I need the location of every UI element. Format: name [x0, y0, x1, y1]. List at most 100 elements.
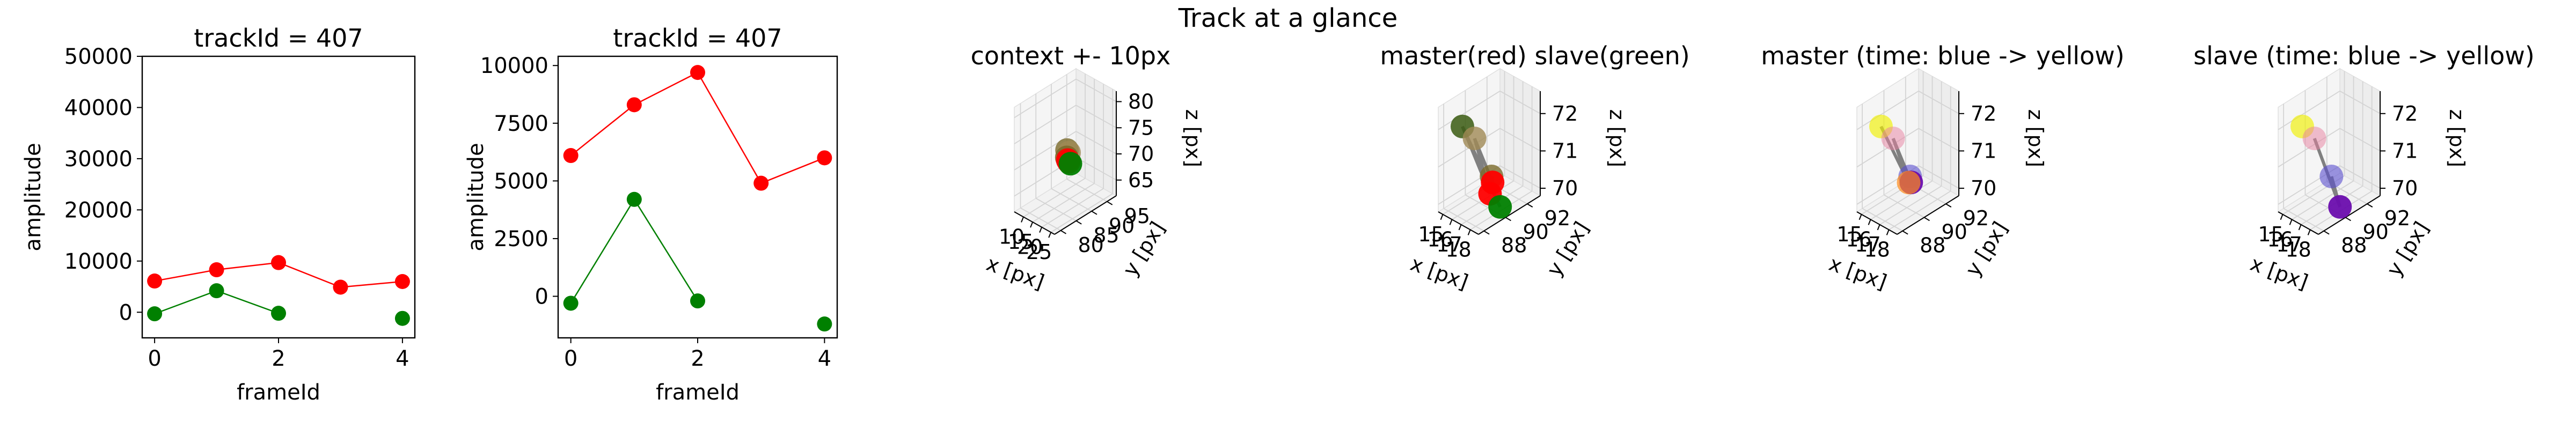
y-tick: [1505, 217, 1511, 221]
y-tick-label: 0: [119, 300, 133, 325]
x-tick: [1021, 217, 1024, 223]
z-tick-label: 65: [1128, 168, 1154, 192]
z-tick-label: 71: [2392, 139, 2418, 162]
x-tick-label: 0: [564, 346, 577, 371]
x-tick-label: 15: [1418, 223, 1444, 246]
y-tick: [1107, 201, 1113, 205]
y-tick: [2345, 217, 2351, 221]
y-axis-line: [2318, 195, 2381, 235]
grid-line: [1499, 91, 1541, 114]
chart-title: slave (time: blue -> yellow): [2193, 41, 2535, 70]
y-tick-label: 0: [535, 285, 548, 309]
x-tick: [2289, 219, 2293, 225]
y-tick-label: 92: [1545, 206, 1570, 230]
series-2: [563, 191, 832, 332]
data-point: [209, 283, 224, 299]
grid-line: [2339, 165, 2381, 189]
grid-line: [1075, 131, 1117, 154]
series-1: [563, 65, 832, 191]
x-tick-label: 15: [1836, 223, 1862, 246]
grid-line: [1918, 128, 1959, 152]
y-tick-label: 7500: [494, 112, 548, 136]
z-tick-label: 72: [1971, 102, 1996, 125]
data-point: [626, 97, 642, 113]
side-pane: [1014, 68, 1077, 213]
x-tick: [1449, 219, 1453, 225]
x-tick-label: 2: [272, 346, 285, 371]
data-point: [394, 310, 410, 326]
grid-line: [1041, 188, 1104, 228]
grid-line: [1856, 91, 1919, 130]
chart-title: trackId = 407: [613, 24, 782, 53]
x-tick-label: 20: [1017, 235, 1043, 259]
y-tick-label: 5000: [494, 169, 548, 194]
x-axis-label: frameId: [656, 380, 740, 405]
x-tick-label: 18: [1445, 238, 1471, 261]
grid-line: [1066, 179, 1108, 202]
grid-line: [1443, 208, 1484, 232]
grid-line: [2283, 208, 2324, 232]
x-tick-label: 15: [2258, 223, 2284, 246]
y-tick: [1060, 230, 1067, 234]
chart-2: trackId = 407 0 2 4 0 2500 5000 7500 10000 frameI…: [464, 24, 838, 405]
data-point: [1897, 171, 1921, 195]
x-axis-line: [1014, 211, 1055, 235]
y-tick-label: 90: [1941, 220, 1967, 243]
y-tick-label: 40000: [64, 95, 133, 120]
y-tick-label: 10000: [64, 249, 133, 274]
x-tick-label: 18: [1864, 238, 1890, 261]
data-point: [2319, 165, 2344, 189]
x-tick-label: 17: [1855, 233, 1880, 256]
x-tick-label: 17: [2276, 233, 2302, 256]
grid-line: [1499, 165, 1541, 189]
z-tick-label: 70: [2392, 176, 2418, 200]
x-tick-label: 16: [1427, 227, 1453, 251]
y-tick: [1923, 217, 1930, 221]
y-tick: [1527, 203, 1533, 208]
y-tick: [1075, 220, 1082, 225]
y-tick-label: 30000: [64, 147, 133, 172]
x-axis-line: [1856, 211, 1898, 235]
y-axis-line: [1054, 195, 1117, 235]
x-axis-line: [2278, 211, 2319, 235]
x-tick-label: 16: [1846, 227, 1871, 251]
x-tick-label: 2: [691, 346, 704, 371]
y-axis-label: amplitude: [21, 143, 46, 251]
grid-line: [2292, 180, 2354, 220]
data-point: [271, 255, 286, 270]
z-tick-label: 72: [1552, 102, 1578, 125]
x-axis-line: [1438, 211, 1479, 235]
grid-line: [1918, 91, 1959, 114]
y-tick-label: 80: [1078, 233, 1104, 257]
x-tick: [1039, 227, 1043, 233]
y-tick-label: 92: [1963, 206, 1989, 230]
grid-line: [1014, 131, 1077, 171]
x-tick-label: 18: [2285, 238, 2311, 261]
grid-line: [1883, 194, 1924, 218]
x-tick: [1858, 214, 1862, 220]
x-tick: [2307, 230, 2311, 235]
grid-line: [1870, 180, 1933, 220]
x-tick: [1458, 224, 1462, 231]
z-tick-label: 71: [1971, 139, 1996, 162]
x-tick: [1467, 230, 1471, 235]
grid-line: [1051, 188, 1092, 212]
y-tick-label: 90: [2362, 220, 2388, 243]
data-point: [1488, 195, 1512, 219]
grid-line: [2278, 91, 2340, 130]
data-point: [271, 306, 286, 321]
x-tick: [2298, 224, 2302, 231]
data-point: [817, 150, 832, 166]
series-line: [570, 71, 825, 184]
y-tick-label: 88: [1920, 234, 1945, 257]
y-tick: [2367, 203, 2373, 208]
z-axis-label: z [px]: [2024, 109, 2047, 167]
x-tick-label: 4: [818, 346, 831, 371]
y-tick: [1945, 203, 1952, 208]
data-point: [147, 306, 163, 322]
chart-title: trackId = 407: [194, 24, 363, 53]
x-tick: [2280, 214, 2284, 220]
